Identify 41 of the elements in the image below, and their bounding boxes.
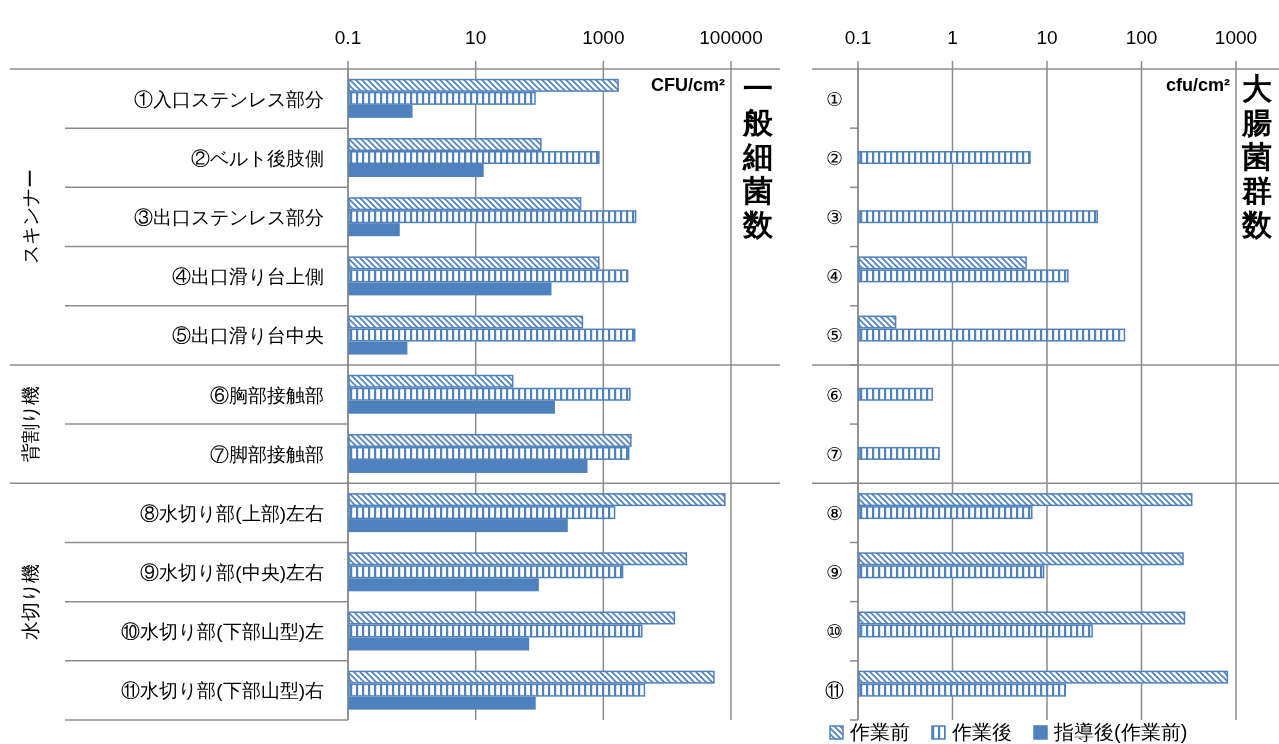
x-axis-title: CFU/cm² bbox=[650, 75, 725, 95]
text: 水切り機 bbox=[20, 563, 41, 640]
x-tick-label: 10 bbox=[465, 27, 487, 48]
y-tick-label: ③ bbox=[825, 206, 843, 228]
y-tick-label: ⑩ bbox=[825, 621, 843, 643]
x-tick-label: 10 bbox=[1036, 27, 1058, 48]
y-tick-label: ①入口ステンレス部分 bbox=[134, 88, 324, 110]
y-tick-label: ⑨水切り部(中央)左右 bbox=[140, 562, 324, 584]
y-tick-label: ⑦ bbox=[825, 443, 843, 465]
x-tick-label: 0.1 bbox=[334, 27, 362, 48]
text: スキンナー bbox=[20, 169, 41, 265]
legend-label: 作業後 bbox=[951, 721, 1012, 743]
y-tick-label: ⑥胸部接触部 bbox=[210, 384, 324, 406]
y-tick-label: ⑤出口滑り台中央 bbox=[172, 325, 324, 347]
y-tick-label: ⑦脚部接触部 bbox=[210, 443, 324, 465]
x-tick-label: 100 bbox=[1125, 27, 1158, 48]
text: 大腸菌群数 bbox=[1241, 72, 1273, 241]
y-tick-label: ⑪ bbox=[824, 680, 844, 702]
x-axis-title: cfu/cm² bbox=[1165, 75, 1230, 95]
y-tick-label: ② bbox=[825, 147, 843, 169]
x-tick-label: 1000 bbox=[1214, 27, 1258, 48]
x-tick-label: 1 bbox=[947, 27, 958, 48]
y-tick-label: ① bbox=[825, 88, 843, 110]
y-tick-label: ⑩水切り部(下部山型)左 bbox=[121, 621, 324, 643]
y-tick-label: ⑧ bbox=[825, 502, 843, 524]
y-tick-label: ⑥ bbox=[825, 384, 843, 406]
y-tick-label: ⑤ bbox=[825, 325, 843, 347]
y-tick-label: ⑨ bbox=[825, 562, 843, 584]
x-tick-label: 0.1 bbox=[844, 27, 872, 48]
legend-label: 指導後(作業前) bbox=[1053, 721, 1188, 743]
y-tick-label: ③出口ステンレス部分 bbox=[134, 206, 324, 228]
x-tick-label: 1000 bbox=[582, 27, 625, 48]
y-tick-label: ⑪水切り部(下部山型)右 bbox=[121, 680, 324, 702]
text: 背割り機 bbox=[20, 386, 41, 463]
y-tick-label: ④出口滑り台上側 bbox=[172, 266, 324, 288]
legend-label: 作業前 bbox=[849, 721, 910, 743]
y-tick-label: ⑧水切り部(上部)左右 bbox=[140, 502, 324, 524]
x-tick-label: 100000 bbox=[699, 27, 763, 48]
y-tick-label: ④ bbox=[825, 266, 843, 288]
text: 一般細菌数 bbox=[742, 72, 774, 241]
y-tick-label: ②ベルト後肢側 bbox=[191, 147, 324, 169]
